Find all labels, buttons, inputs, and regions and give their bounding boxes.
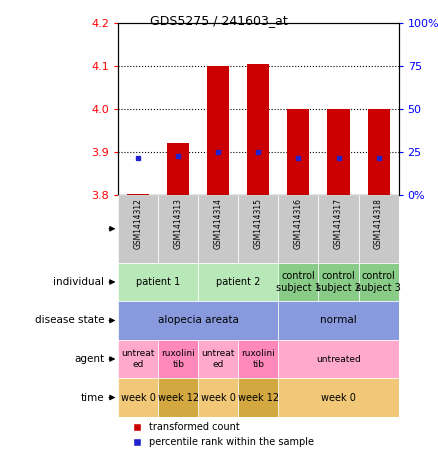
Bar bbox=[359, 263, 399, 301]
Bar bbox=[118, 340, 158, 378]
Bar bbox=[279, 195, 318, 263]
Bar bbox=[198, 340, 238, 378]
Bar bbox=[198, 378, 238, 417]
Text: GSM1414316: GSM1414316 bbox=[294, 198, 303, 249]
Bar bbox=[238, 340, 279, 378]
Bar bbox=[247, 63, 269, 195]
Bar bbox=[279, 263, 318, 301]
Bar bbox=[287, 109, 310, 195]
Text: agent: agent bbox=[74, 354, 104, 364]
Text: untreated: untreated bbox=[316, 355, 361, 363]
Text: patient 2: patient 2 bbox=[216, 277, 261, 287]
Legend: transformed count, percentile rank within the sample: transformed count, percentile rank withi… bbox=[123, 419, 318, 451]
Text: week 0: week 0 bbox=[201, 392, 236, 403]
Text: GSM1414313: GSM1414313 bbox=[174, 198, 183, 249]
Text: GSM1414314: GSM1414314 bbox=[214, 198, 223, 249]
Bar bbox=[198, 263, 279, 301]
Text: GSM1414315: GSM1414315 bbox=[254, 198, 263, 249]
Text: time: time bbox=[81, 392, 104, 403]
Text: disease state: disease state bbox=[35, 315, 104, 326]
Bar bbox=[318, 195, 359, 263]
Text: untreat
ed: untreat ed bbox=[201, 349, 235, 369]
Bar bbox=[158, 340, 198, 378]
Text: patient 1: patient 1 bbox=[136, 277, 180, 287]
Text: GSM1414312: GSM1414312 bbox=[134, 198, 143, 249]
Text: untreat
ed: untreat ed bbox=[122, 349, 155, 369]
Text: GSM1414317: GSM1414317 bbox=[334, 198, 343, 249]
Text: week 12: week 12 bbox=[158, 392, 199, 403]
Text: alopecia areata: alopecia areata bbox=[158, 315, 239, 326]
Bar bbox=[318, 263, 359, 301]
Bar bbox=[207, 66, 230, 195]
Bar bbox=[238, 195, 279, 263]
Bar bbox=[198, 195, 238, 263]
Bar bbox=[238, 378, 279, 417]
Text: normal: normal bbox=[320, 315, 357, 326]
Bar bbox=[118, 378, 158, 417]
Bar bbox=[167, 143, 189, 195]
Text: week 12: week 12 bbox=[238, 392, 279, 403]
Bar bbox=[118, 301, 279, 340]
Text: control
subject 1: control subject 1 bbox=[276, 271, 321, 293]
Bar bbox=[118, 195, 158, 263]
Text: GDS5275 / 241603_at: GDS5275 / 241603_at bbox=[150, 14, 288, 27]
Bar bbox=[118, 263, 198, 301]
Text: ruxolini
tib: ruxolini tib bbox=[162, 349, 195, 369]
Bar bbox=[367, 109, 389, 195]
Text: individual: individual bbox=[53, 277, 104, 287]
Bar bbox=[359, 195, 399, 263]
Bar bbox=[279, 301, 399, 340]
Text: control
subject 2: control subject 2 bbox=[316, 271, 361, 293]
Bar bbox=[158, 378, 198, 417]
Text: GSM1414318: GSM1414318 bbox=[374, 198, 383, 249]
Text: control
subject 3: control subject 3 bbox=[356, 271, 401, 293]
Text: week 0: week 0 bbox=[121, 392, 156, 403]
Bar bbox=[279, 378, 399, 417]
Text: week 0: week 0 bbox=[321, 392, 356, 403]
Bar bbox=[158, 195, 198, 263]
Bar bbox=[328, 109, 350, 195]
Text: ruxolini
tib: ruxolini tib bbox=[241, 349, 276, 369]
Bar bbox=[279, 340, 399, 378]
